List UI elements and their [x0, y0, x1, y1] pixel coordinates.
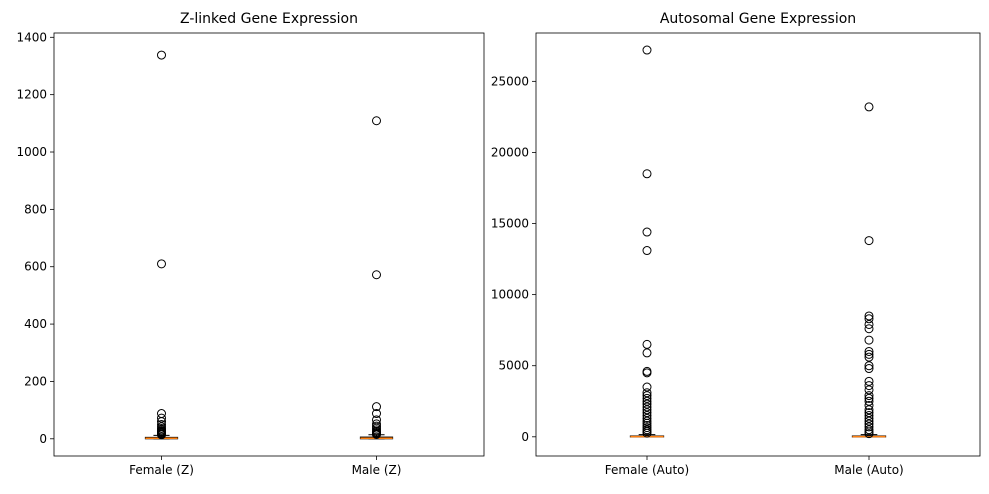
outlier-point: [864, 314, 874, 324]
outlier-point: [864, 335, 874, 345]
y-tick-label: 0: [39, 432, 47, 446]
outlier-point: [157, 413, 166, 423]
outlier-point: [372, 116, 381, 126]
outlier-point: [642, 408, 652, 418]
outlier-point: [642, 45, 652, 55]
outlier-point: [864, 405, 874, 415]
x-tick-label: Female (Auto): [605, 463, 689, 477]
outlier-point: [864, 236, 874, 246]
outlier-point: [642, 402, 652, 412]
y-tick-label: 10000: [491, 288, 529, 302]
y-tick-label: 200: [24, 374, 47, 388]
y-tick-label: 1400: [16, 30, 47, 44]
outlier-point: [642, 339, 652, 349]
outlier-point: [642, 382, 652, 392]
outlier-point: [642, 396, 652, 406]
outlier-point: [864, 393, 874, 403]
outlier-point: [372, 402, 381, 412]
y-tick-label: 1000: [16, 145, 47, 159]
outlier-point: [864, 410, 874, 420]
outlier-point: [642, 413, 652, 423]
outlier-point: [372, 409, 381, 419]
outlier-point: [864, 429, 874, 439]
y-tick-label: 1200: [16, 88, 47, 102]
outlier-point: [642, 388, 652, 398]
outlier-point: [864, 324, 874, 334]
outlier-point: [864, 422, 874, 432]
outlier-point: [864, 319, 874, 329]
outlier-point: [642, 227, 652, 237]
y-tick-label: 25000: [491, 74, 529, 88]
y-tick-label: 800: [24, 202, 47, 216]
outlier-point: [642, 428, 652, 438]
outlier-point: [642, 399, 652, 409]
outlier-point: [864, 311, 874, 321]
outlier-point: [642, 348, 652, 358]
outlier-point: [157, 259, 166, 269]
outlier-point: [864, 346, 874, 356]
outlier-point: [864, 413, 874, 423]
outlier-point: [864, 361, 874, 371]
x-tick-label: Male (Z): [352, 463, 402, 477]
outlier-point: [372, 429, 381, 439]
y-tick-label: 400: [24, 317, 47, 331]
outlier-point: [642, 368, 652, 378]
outlier-point: [372, 419, 381, 429]
outlier-point: [864, 416, 874, 426]
outlier-point: [642, 391, 652, 401]
outlier-point: [864, 396, 874, 406]
x-tick-label: Female (Z): [129, 463, 194, 477]
outlier-point: [864, 391, 874, 401]
outlier-point: [864, 352, 874, 362]
outlier-point: [157, 50, 166, 60]
outlier-point: [864, 381, 874, 391]
outlier-point: [642, 423, 652, 433]
y-tick-label: 5000: [498, 359, 529, 373]
x-tick-label: Male (Auto): [834, 463, 903, 477]
y-tick-label: 600: [24, 260, 47, 274]
outlier-point: [157, 430, 166, 440]
outlier-point: [864, 349, 874, 359]
y-tick-label: 0: [521, 430, 529, 444]
outlier-point: [864, 385, 874, 395]
outlier-point: [864, 401, 874, 411]
outlier-point: [642, 246, 652, 256]
chart-title: Autosomal Gene Expression: [660, 11, 856, 27]
outlier-point: [864, 425, 874, 435]
outlier-point: [157, 409, 166, 419]
chart-title: Z-linked Gene Expression: [180, 11, 358, 27]
outlier-point: [372, 270, 381, 280]
outlier-point: [864, 102, 874, 112]
y-tick-label: 20000: [491, 145, 529, 159]
outlier-point: [642, 405, 652, 415]
outlier-point: [642, 393, 652, 403]
y-tick-label: 15000: [491, 217, 529, 231]
axes-frame: [535, 32, 981, 457]
outlier-point: [642, 416, 652, 426]
outlier-point: [864, 408, 874, 418]
axes-frame: [53, 32, 485, 457]
outlier-point: [864, 376, 874, 386]
outlier-point: [864, 364, 874, 374]
outlier-point: [642, 169, 652, 179]
